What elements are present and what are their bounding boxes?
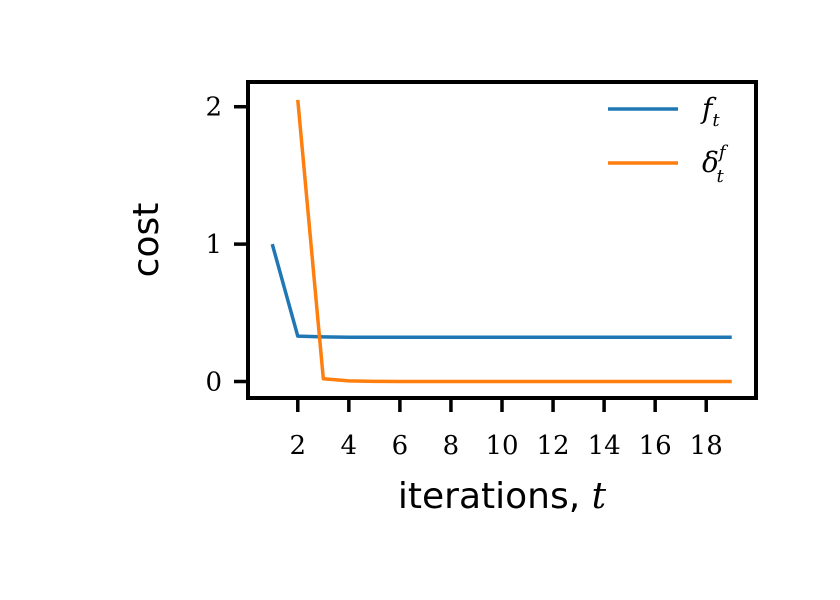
x-tick-label: 14 [588,431,621,461]
y-tick-label: 0 [205,368,222,398]
legend: ft δf t [608,92,729,187]
x-tick-label: 12 [537,431,570,461]
x-tick-label: 10 [485,431,518,461]
x-tick-label: 4 [341,431,358,461]
series-line-f-t [270,243,732,340]
x-tick-label: 2 [290,431,307,461]
legend-label: ft [700,92,720,131]
x-axis-label-var: t [592,476,607,517]
x-tick-label: 6 [392,431,409,461]
series-layer [270,99,732,384]
y-tick-label: 1 [205,230,222,260]
y-axis-label: cost [126,203,167,278]
x-axis-label: iterations, t [398,476,607,517]
series-line-delta-t-f [296,99,732,384]
x-tick-label: 18 [690,431,723,461]
x-tick-label: 8 [443,431,460,461]
x-tick-label: 16 [639,431,672,461]
y-tick-label: 2 [205,93,222,123]
legend-label: δf t [702,142,729,187]
plot-frame [246,80,758,400]
x-axis-label-text: iterations, [398,476,592,517]
